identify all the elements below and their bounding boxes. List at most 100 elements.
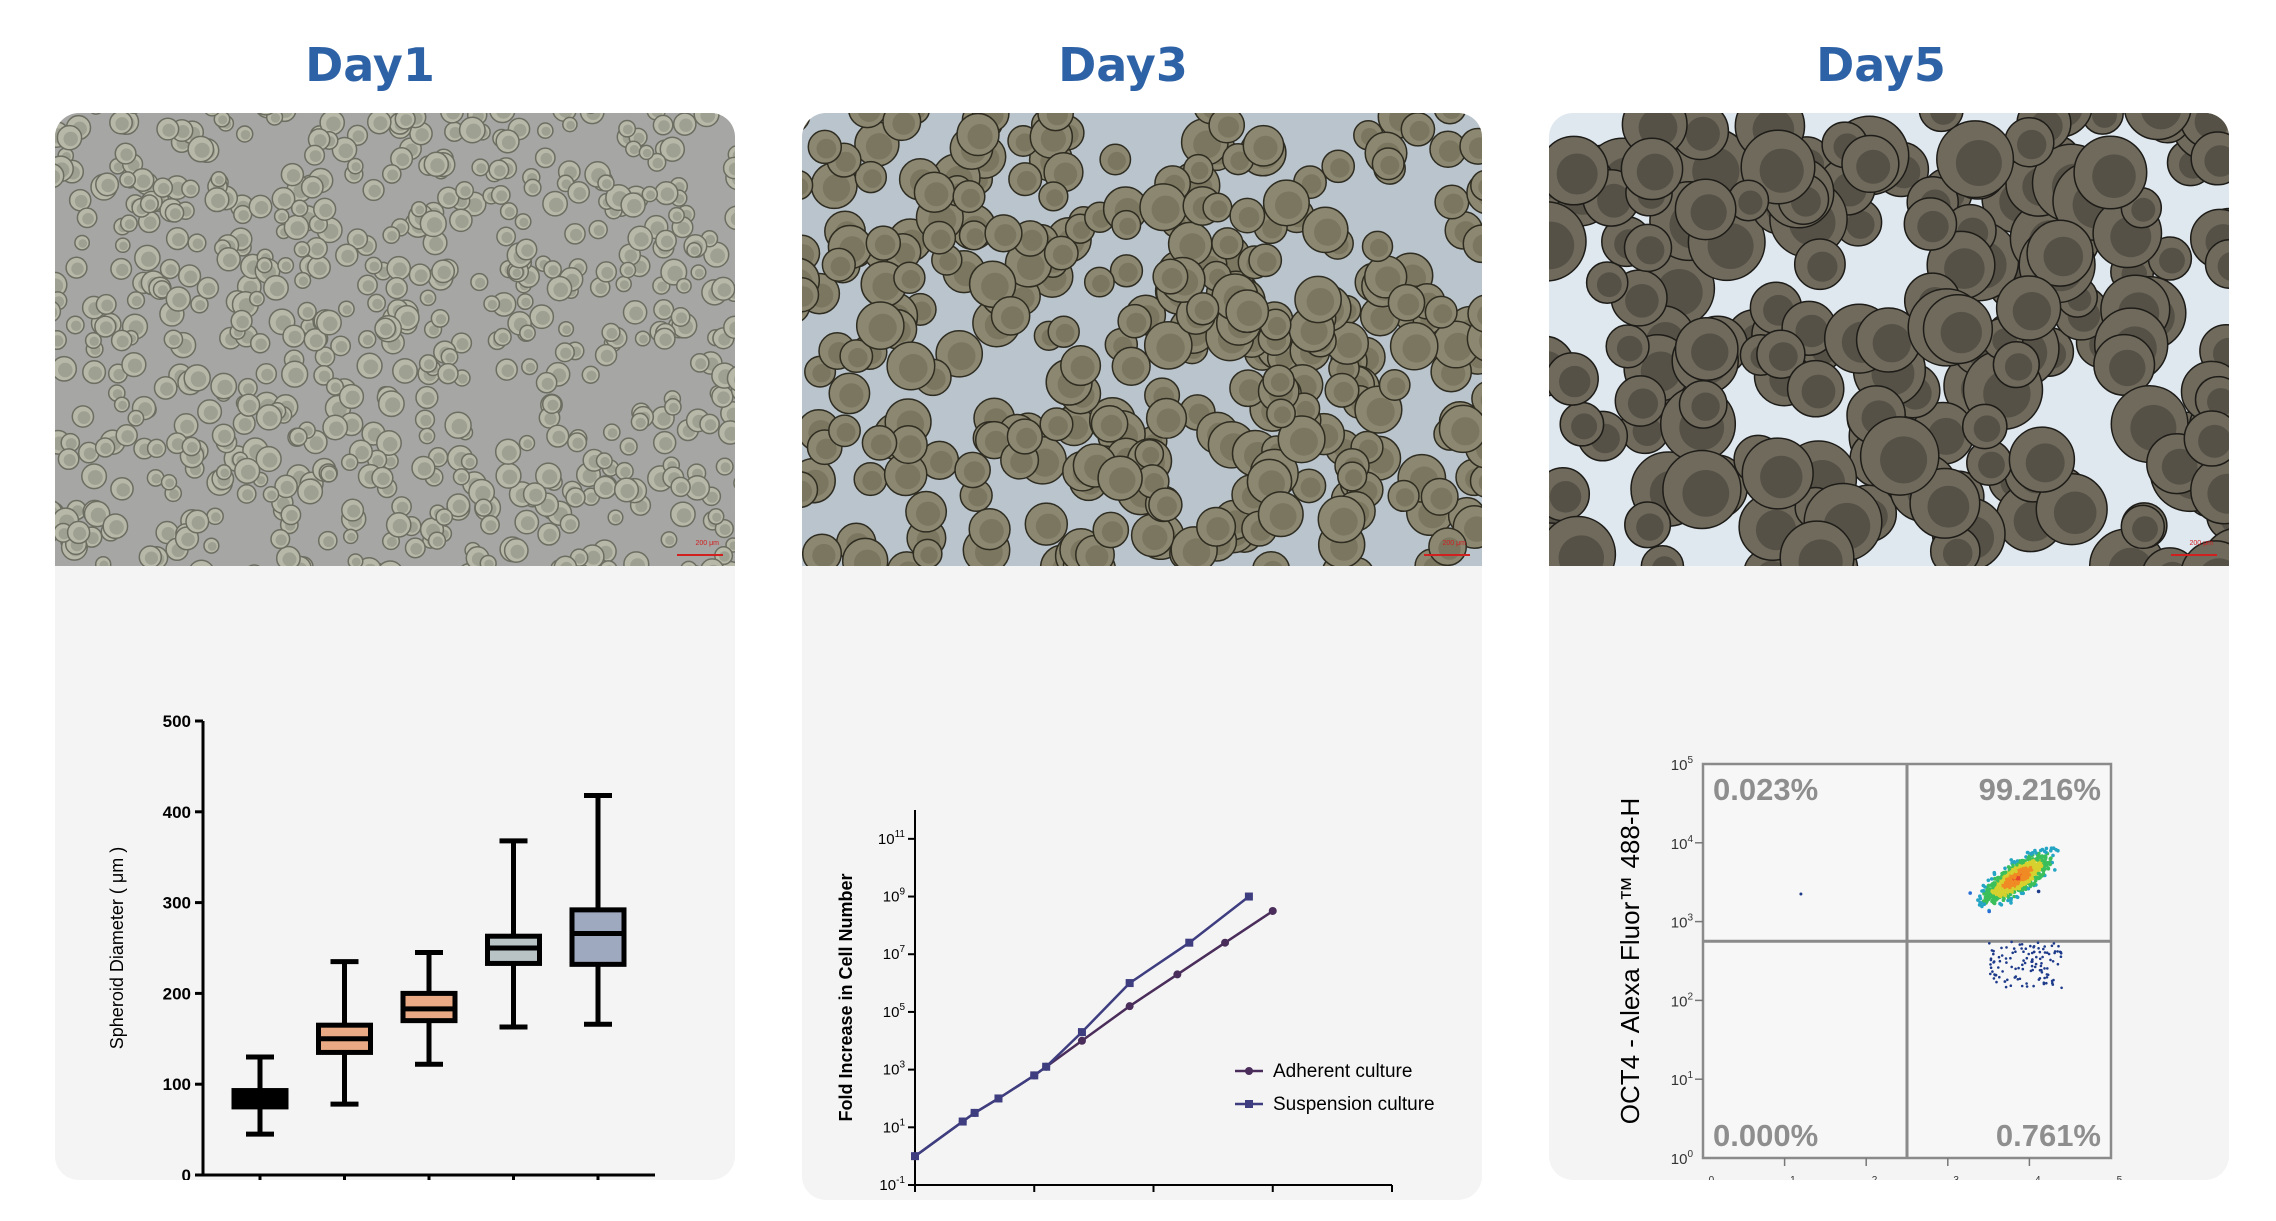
event-dot: [2016, 880, 2021, 884]
spheroid-core: [1142, 446, 1160, 464]
flow-cytometry-svg: 1001011021031041051001011021031041050.02…: [1615, 755, 2123, 1180]
spheroid-core: [600, 349, 614, 363]
y-tick-label: 105: [1671, 755, 1694, 774]
spheroid-core: [417, 462, 432, 476]
spheroid-core: [311, 243, 325, 256]
spheroid-core: [141, 251, 157, 267]
event-dot: [1989, 966, 1993, 969]
event-dot: [1992, 960, 1996, 963]
event-dot: [2034, 962, 2038, 966]
spheroid-core: [109, 520, 124, 535]
spheroid-core: [496, 190, 508, 202]
spheroid-core: [242, 489, 254, 501]
tick-base: 10: [1692, 1177, 1709, 1180]
event-dot: [2049, 856, 2053, 860]
spheroid-core: [288, 330, 302, 344]
spheroid-core: [323, 536, 335, 548]
spheroid-core: [449, 127, 461, 139]
spheroid-core: [2204, 145, 2229, 177]
spheroid-core: [1636, 153, 1674, 191]
spheroid-core: [1549, 221, 1575, 270]
spheroid-core: [666, 143, 681, 158]
event-dot: [2008, 892, 2013, 897]
event-dot: [2029, 944, 2032, 948]
spheroid-core: [396, 153, 410, 167]
tick-base: 10: [883, 1004, 900, 1021]
spheroid-core: [1314, 218, 1342, 246]
spheroid-core: [171, 181, 186, 196]
spheroid-core: [717, 283, 732, 297]
data-point: [1185, 938, 1194, 947]
spheroid-core: [1296, 400, 1315, 420]
spheroid-core: [267, 490, 277, 500]
event-dot: [2018, 943, 2022, 946]
spheroid-core: [169, 489, 179, 499]
spheroid-core: [455, 214, 469, 229]
y-tick-label: 107: [883, 944, 906, 963]
spheroid-core: [1468, 137, 1482, 159]
spheroid-core: [657, 412, 671, 426]
spheroid-core: [501, 445, 517, 461]
spheroid-core: [1682, 470, 1730, 517]
event-dot: [2059, 955, 2063, 958]
tick-exponent: 2: [1687, 991, 1693, 1002]
spheroid-core: [619, 280, 629, 290]
spheroid-core: [561, 179, 572, 189]
tick-exponent: 2: [1872, 1175, 1878, 1180]
event-dot: [2037, 947, 2040, 950]
spheroid-core: [71, 262, 84, 275]
event-dot: [2035, 955, 2038, 959]
event-dot: [2006, 865, 2011, 869]
tick-exponent: 3: [899, 1060, 905, 1071]
spheroid-core: [2043, 236, 2084, 277]
tick-exponent: 11: [895, 829, 906, 840]
spheroid-core: [372, 298, 383, 310]
spheroid-core: [269, 281, 285, 297]
y-axis-title: OCT4 - Alexa Fluor™ 488-H: [1615, 798, 1645, 1125]
event-dot: [1989, 972, 1992, 976]
spheroid-core: [145, 199, 156, 210]
spheroid-core: [870, 434, 892, 456]
spheroid-core: [194, 142, 210, 158]
spheroid-core: [452, 499, 467, 514]
spheroid-core: [2092, 113, 2117, 128]
spheroid-core: [88, 366, 102, 380]
spheroid-core: [1118, 262, 1138, 282]
spheroid-core: [1443, 193, 1464, 214]
spheroid-core: [672, 211, 682, 221]
microscopy-image-day3: 200 μm: [802, 113, 1482, 566]
spheroid-core: [293, 432, 305, 443]
event-dot: [1968, 891, 1972, 895]
spheroid-core: [521, 244, 534, 257]
spheroid-core: [679, 118, 693, 132]
spheroid-core: [2202, 558, 2229, 566]
spheroid-core: [1329, 507, 1358, 536]
tick-exponent: 5: [899, 1002, 905, 1013]
event-dot: [2019, 867, 2023, 872]
spheroid-core: [502, 469, 518, 485]
tick-exponent: 0: [1709, 1175, 1715, 1180]
spheroid: [55, 301, 62, 322]
spheroid-core: [1395, 488, 1415, 507]
spheroid-core: [729, 321, 735, 336]
data-point: [994, 1094, 1003, 1103]
event-dot: [1991, 970, 1994, 973]
spheroid-core: [1219, 235, 1239, 255]
spheroid-core: [217, 379, 233, 395]
spheroid-core: [1330, 158, 1350, 178]
event-dot: [2000, 946, 2003, 950]
spheroid: [257, 113, 274, 116]
tick-base: 10: [879, 1177, 896, 1194]
spheroid-core: [151, 473, 162, 484]
spheroid-core: [373, 116, 388, 131]
spheroid-core: [1092, 274, 1110, 293]
event-dot: [1978, 900, 1982, 905]
spheroid-core: [540, 152, 553, 165]
spheroid-core: [687, 565, 692, 566]
spheroid-core: [162, 123, 176, 137]
spheroid-core: [1387, 377, 1406, 396]
spheroid-core: [429, 236, 444, 252]
spheroid-core: [1942, 538, 1973, 566]
y-tick-label: 100: [1671, 1149, 1694, 1168]
spheroid-core: [476, 163, 487, 174]
